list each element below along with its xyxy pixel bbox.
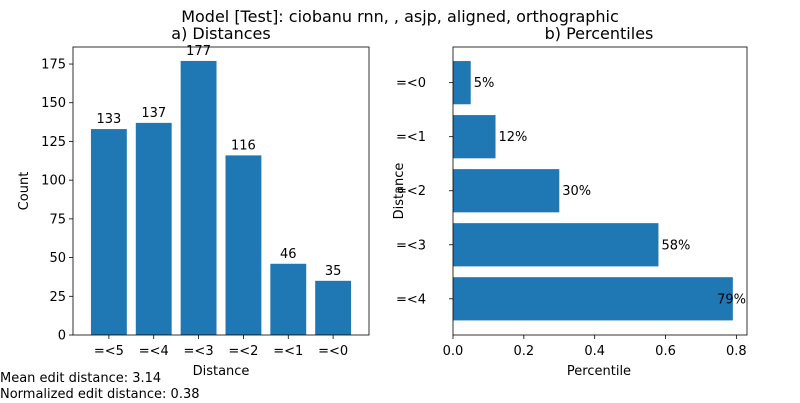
mean-edit-distance: Mean edit distance: 3.14 [0,371,162,386]
y-tick-label: =<1 [396,130,426,145]
bar [453,223,659,267]
y-tick-label: 50 [49,251,66,266]
x-tick-label: 0.6 [655,344,676,359]
y-tick-label: 175 [41,58,66,73]
y-tick-label: =<4 [396,292,426,307]
y-tick-label: 25 [49,290,66,305]
x-tick-label: =<0 [318,344,348,359]
data-label: 12% [499,130,528,145]
data-label: 133 [96,112,121,127]
plot-frame [72,46,370,336]
x-tick-label: =<5 [94,344,124,359]
x-tick-label: =<1 [273,344,303,359]
plot-frame [452,46,748,336]
x-tick-label: =<2 [228,344,258,359]
x-tick-label: 0.0 [443,344,464,359]
bar [453,115,496,159]
bar [453,277,733,321]
bar [135,122,172,335]
percentiles-chart: 5% =<0 12% =<1 30% =<2 58% =<3 79% =<4 0.0 0.2 0.4 0.… [392,24,748,379]
data-label: 46 [280,247,297,262]
data-label: 79% [717,292,746,307]
x-axis-label: Distance [193,364,250,379]
figure-title: Model [Test]: ciobanu rnn, , asjp, align… [181,7,619,26]
bar [90,129,127,335]
bar [453,61,471,105]
x-tick-label: =<3 [184,344,214,359]
normalized-edit-distance: Normalized edit distance: 0.38 [0,387,200,402]
data-label: 30% [562,184,591,199]
bar [270,263,307,335]
bar [453,169,560,213]
distances-chart: 133 =<5 137 =<4 177 =<3 116 =<2 46 =<1 35 =<0 0 25 50 7… [17,24,370,379]
data-label: 5% [474,76,495,91]
x-tick-label: 0.8 [726,344,747,359]
y-tick-label: 125 [41,135,66,150]
y-tick-label: 100 [41,174,66,189]
y-tick-label: 75 [49,212,66,227]
y-tick-label: =<3 [396,238,426,253]
bar [225,155,262,335]
y-axis-label: Distance [392,163,407,220]
x-tick-label: 0.2 [513,344,534,359]
x-axis-label: Percentile [567,364,631,379]
data-label: 35 [325,264,342,279]
y-tick-label: 150 [41,96,66,111]
data-label: 116 [231,138,256,153]
bar [315,280,352,335]
data-label: 137 [141,106,166,121]
x-tick-label: 0.4 [584,344,605,359]
data-label: 58% [661,238,690,253]
chart-title: a) Distances [171,24,270,43]
y-tick-label: =<2 [396,184,426,199]
data-label: 177 [186,44,211,59]
y-axis-label: Count [17,172,32,211]
y-tick-label: 0 [58,329,66,344]
chart-title: b) Percentiles [545,24,654,43]
y-tick-label: =<0 [396,76,426,91]
x-tick-label: =<4 [139,344,169,359]
bar [180,60,217,335]
